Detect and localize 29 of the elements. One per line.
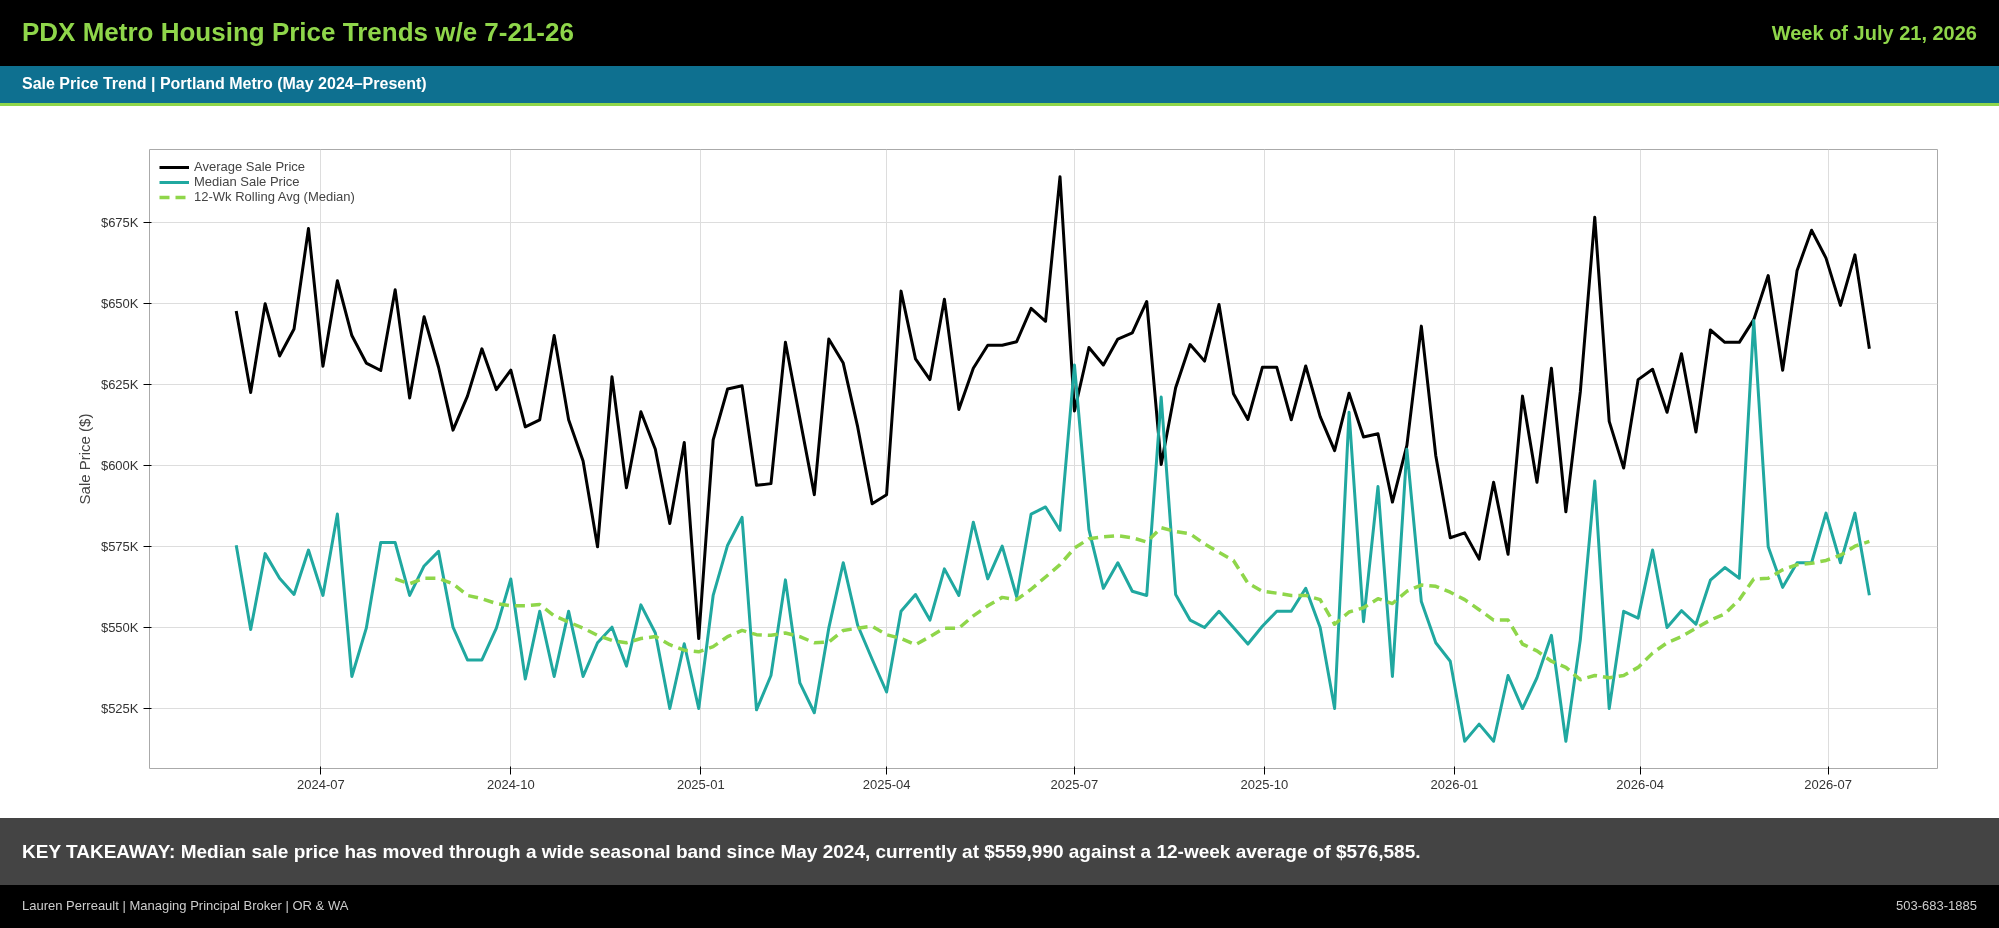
x-tick-label: 2026-04 xyxy=(1616,776,1665,792)
y-tick-label: $525K xyxy=(100,701,139,717)
legend-label: Average Sale Price xyxy=(194,159,306,174)
y-tick-label: $650K xyxy=(100,295,139,311)
y-tick-label: $575K xyxy=(100,539,139,554)
y-tick-label: $675K xyxy=(100,214,139,230)
y-tick-label: $550K xyxy=(100,620,139,636)
x-tick-label: 2025-01 xyxy=(676,776,725,792)
line-series xyxy=(234,175,1871,641)
x-tick-label: 2026-07 xyxy=(1804,776,1852,792)
text: KEY TAKEAWAY: Median sale price has moved through a wide seasonal band since May 2024, currently at $559,990 against a 12-week average of $576,585. xyxy=(0,818,1999,885)
x-tick-label: 2025-04 xyxy=(862,776,911,792)
legend-label: 12-Wk Rolling Avg (Median) xyxy=(194,189,355,204)
y-tick-label: $625K xyxy=(100,376,139,392)
x-tick-label: 2025-07 xyxy=(1050,776,1099,792)
chart-title: PDX Metro Housing Price Trends w/e 7-21-26 xyxy=(22,16,574,50)
x-tick-label: 2026-01 xyxy=(1430,776,1479,792)
y-tick-label: $600K xyxy=(100,457,139,473)
chart-subtitle: Sale Price Trend | Portland Metro (May 2024–Present) xyxy=(0,66,1999,106)
x-tick-label: 2024-07 xyxy=(297,776,345,792)
text: Lauren Perreault | Managing Principal Broker | OR & WA xyxy=(22,897,349,916)
text: 503-683-1885 xyxy=(1896,897,1977,916)
x-tick-label: 2024-10 xyxy=(486,776,535,792)
line-series xyxy=(393,525,1872,682)
line-series xyxy=(234,319,1871,743)
legend-label: Median Sale Price xyxy=(194,174,300,189)
x-tick-label: 2025-10 xyxy=(1240,776,1289,792)
y-axis-title: Sale Price ($) xyxy=(75,413,93,505)
text: Week of July 21, 2026 xyxy=(1771,20,1977,46)
